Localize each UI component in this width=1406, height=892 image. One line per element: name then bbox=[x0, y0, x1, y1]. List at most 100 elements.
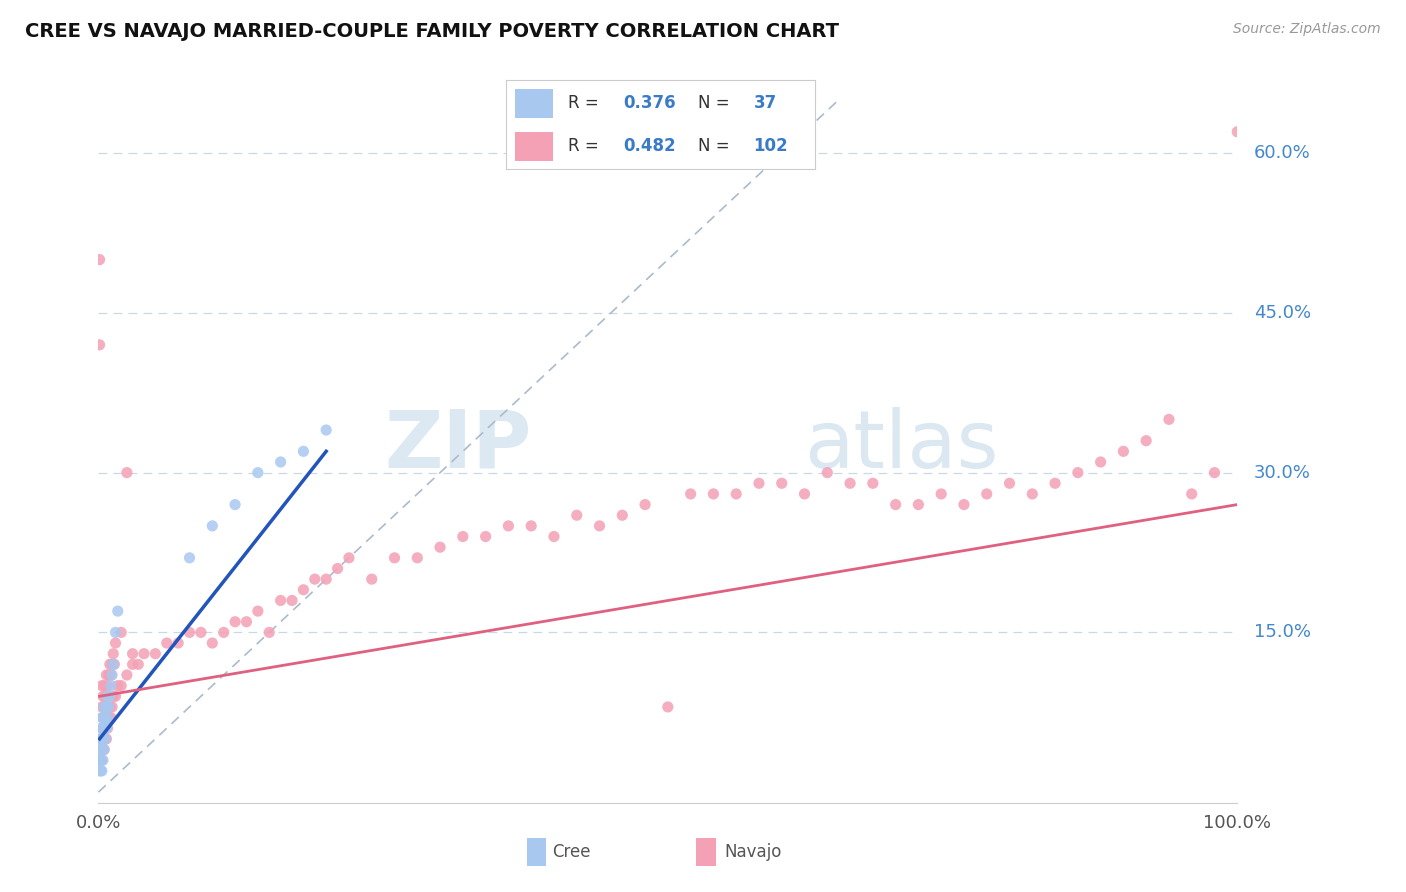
Point bbox=[212, 625, 235, 640]
Point bbox=[998, 476, 1021, 491]
Point bbox=[1135, 434, 1157, 448]
Point bbox=[884, 498, 907, 512]
Text: 15.0%: 15.0% bbox=[1254, 624, 1310, 641]
Point bbox=[94, 690, 117, 704]
Point bbox=[98, 700, 121, 714]
Point bbox=[96, 690, 118, 704]
Point bbox=[1090, 455, 1112, 469]
Point bbox=[156, 636, 179, 650]
Point bbox=[93, 721, 115, 735]
Point bbox=[91, 731, 114, 746]
Point bbox=[115, 466, 138, 480]
Point bbox=[259, 625, 281, 640]
Point bbox=[337, 550, 360, 565]
Point bbox=[96, 679, 118, 693]
Point bbox=[90, 764, 112, 778]
Point bbox=[326, 561, 349, 575]
Point bbox=[451, 529, 474, 543]
Text: 0.376: 0.376 bbox=[624, 95, 676, 112]
Text: N =: N = bbox=[697, 137, 735, 155]
Point bbox=[90, 742, 112, 756]
Point bbox=[97, 700, 120, 714]
Point bbox=[104, 690, 127, 704]
Text: CREE VS NAVAJO MARRIED-COUPLE FAMILY POVERTY CORRELATION CHART: CREE VS NAVAJO MARRIED-COUPLE FAMILY POV… bbox=[25, 22, 839, 41]
Point bbox=[246, 466, 269, 480]
Point bbox=[679, 487, 702, 501]
Point bbox=[94, 731, 117, 746]
Point bbox=[270, 455, 292, 469]
Point bbox=[93, 742, 115, 756]
Point bbox=[93, 710, 115, 724]
Point bbox=[91, 721, 114, 735]
Point bbox=[1067, 466, 1090, 480]
Point bbox=[1112, 444, 1135, 458]
Point bbox=[543, 529, 565, 543]
Point bbox=[96, 721, 118, 735]
Point bbox=[94, 710, 117, 724]
Point bbox=[90, 731, 112, 746]
Point bbox=[89, 742, 111, 756]
Point bbox=[793, 487, 815, 501]
FancyBboxPatch shape bbox=[516, 132, 553, 161]
Y-axis label: Married-Couple Family Poverty: Married-Couple Family Poverty bbox=[0, 329, 7, 563]
Point bbox=[121, 647, 143, 661]
Point bbox=[91, 742, 114, 756]
Point bbox=[96, 700, 118, 714]
Point bbox=[97, 710, 120, 724]
Point bbox=[93, 679, 115, 693]
Point bbox=[91, 690, 114, 704]
Point bbox=[104, 636, 127, 650]
Point bbox=[90, 731, 112, 746]
Point bbox=[98, 657, 121, 672]
Point bbox=[121, 657, 143, 672]
Point bbox=[96, 731, 118, 746]
Point bbox=[1157, 412, 1180, 426]
Point bbox=[103, 690, 125, 704]
Point bbox=[976, 487, 998, 501]
Point bbox=[201, 636, 224, 650]
Point bbox=[270, 593, 292, 607]
Point bbox=[89, 764, 111, 778]
Point bbox=[89, 753, 111, 767]
Point bbox=[235, 615, 257, 629]
Point bbox=[91, 710, 114, 724]
Point bbox=[110, 625, 132, 640]
Point bbox=[91, 710, 114, 724]
Text: 45.0%: 45.0% bbox=[1254, 304, 1310, 322]
Point bbox=[315, 572, 337, 586]
Point bbox=[96, 668, 118, 682]
Point bbox=[89, 252, 111, 267]
Point bbox=[103, 657, 125, 672]
Point bbox=[315, 423, 337, 437]
Point bbox=[90, 731, 112, 746]
Point bbox=[89, 338, 111, 352]
Point bbox=[90, 710, 112, 724]
Point bbox=[91, 753, 114, 767]
Point bbox=[179, 550, 201, 565]
Point bbox=[190, 625, 212, 640]
Point bbox=[96, 710, 118, 724]
Point bbox=[953, 498, 976, 512]
Point bbox=[145, 647, 167, 661]
Point bbox=[93, 742, 115, 756]
Point bbox=[107, 604, 129, 618]
Text: 37: 37 bbox=[754, 95, 778, 112]
Point bbox=[115, 668, 138, 682]
Point bbox=[498, 519, 520, 533]
Point bbox=[907, 498, 929, 512]
Point bbox=[725, 487, 748, 501]
Text: R =: R = bbox=[568, 137, 605, 155]
Point bbox=[110, 679, 132, 693]
Point bbox=[1043, 476, 1066, 491]
Text: Navajo: Navajo bbox=[724, 843, 782, 861]
Point bbox=[224, 498, 246, 512]
Point bbox=[246, 604, 269, 618]
Point bbox=[929, 487, 952, 501]
Point bbox=[748, 476, 770, 491]
Point bbox=[96, 721, 118, 735]
Point bbox=[292, 582, 315, 597]
Text: 102: 102 bbox=[754, 137, 789, 155]
Point bbox=[634, 498, 657, 512]
Point bbox=[657, 700, 679, 714]
Point bbox=[103, 647, 125, 661]
